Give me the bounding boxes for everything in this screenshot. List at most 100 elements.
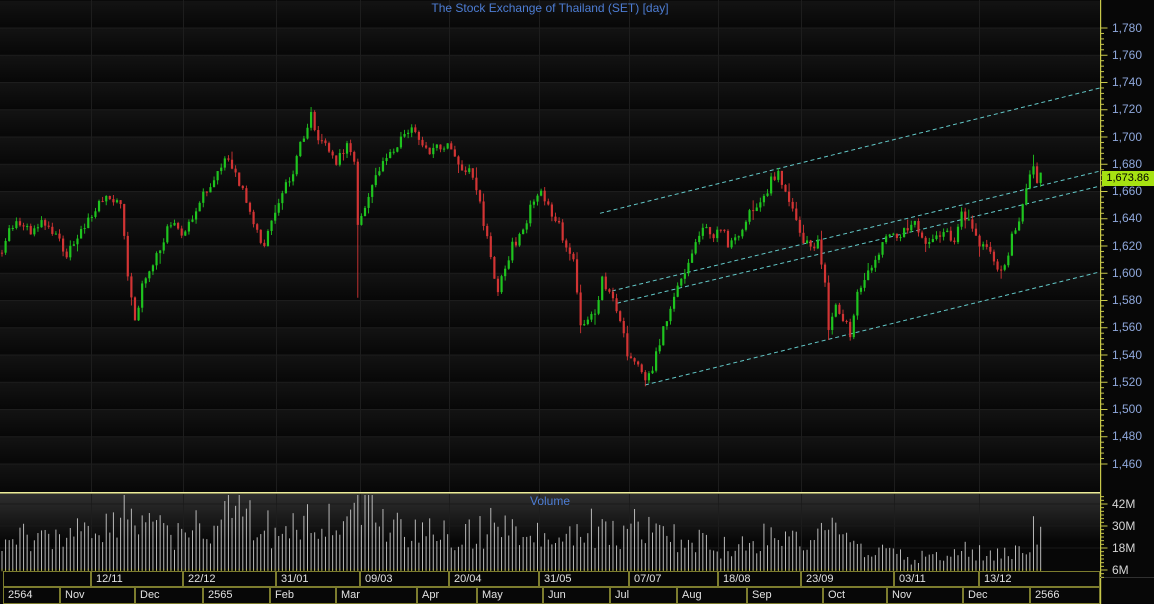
candle-body (238, 172, 241, 186)
candle-body (69, 245, 72, 258)
price-band (0, 355, 1100, 383)
candle-body (500, 276, 503, 293)
candle-body (554, 216, 557, 221)
candle-body (762, 195, 766, 203)
pane-separator[interactable] (0, 492, 1100, 494)
candle-body (335, 155, 338, 165)
candle-body (493, 257, 496, 279)
candle-body (227, 158, 230, 160)
candle-body (1003, 265, 1006, 270)
trendline[interactable] (644, 271, 1101, 386)
candle-body (766, 193, 769, 196)
candle-body (428, 147, 431, 155)
month-axis-cell: Mar (336, 587, 417, 604)
candle-body (586, 319, 589, 325)
price-axis-label: 1,480 (1112, 429, 1143, 444)
candle-body (8, 228, 11, 241)
candle-body (694, 242, 697, 254)
candle-body (536, 195, 539, 202)
candle-body (543, 190, 546, 202)
candle-body (669, 308, 672, 322)
candle-body (148, 271, 151, 279)
price-band (0, 164, 1100, 192)
candle-body (79, 229, 83, 239)
candle-body (76, 238, 79, 245)
month-axis-cell: Dec (135, 587, 203, 604)
candle-body (51, 226, 54, 234)
price-axis-label: 1,460 (1112, 456, 1143, 471)
candle-body (90, 216, 93, 218)
candle-body (144, 278, 147, 284)
candle-body (953, 240, 956, 243)
candle-body (935, 235, 938, 240)
trendline[interactable] (616, 185, 1101, 304)
candle-body (823, 264, 827, 283)
candle-body (572, 253, 575, 260)
date-axis-cell: 13/12 (979, 571, 1100, 587)
candle-body (712, 234, 715, 239)
candle-body (690, 253, 694, 263)
candle-body (971, 219, 974, 229)
candle-body (683, 273, 686, 279)
price-band (0, 409, 1100, 437)
month-axis-cell: Feb (270, 587, 336, 604)
candle-body (561, 222, 564, 241)
candle-body (194, 211, 198, 220)
candle-body (845, 321, 848, 323)
candle-body (982, 244, 985, 247)
volume-pane-label: Volume (529, 494, 571, 508)
candle-body (604, 276, 607, 290)
price-axis-label: 1,540 (1112, 347, 1143, 362)
candle-body (1039, 172, 1042, 183)
candle-body (4, 240, 7, 253)
candle-body (288, 181, 291, 183)
candle-body (44, 220, 47, 226)
candle-body (892, 233, 895, 235)
trendline[interactable] (599, 87, 1101, 214)
month-axis-cell: Sep (747, 587, 823, 604)
candle-body (593, 313, 597, 315)
date-axis-cell: 18/08 (718, 571, 801, 587)
candle-body (568, 247, 571, 254)
candle-body (464, 170, 467, 173)
candle-body (26, 225, 29, 227)
candle-body (65, 251, 68, 258)
price-band (0, 28, 1100, 56)
candle-body (716, 229, 719, 239)
candle-body (863, 280, 866, 288)
candle-body (220, 167, 223, 172)
month-axis-cell: May (477, 587, 543, 604)
candle-body (888, 234, 891, 237)
candle-body (629, 356, 633, 359)
candle-body (1007, 255, 1010, 266)
candle-body (928, 242, 931, 244)
candle-body (115, 200, 119, 203)
candle-body (744, 221, 748, 230)
candle-body (708, 227, 712, 235)
candle-body (381, 161, 385, 172)
candle-body (83, 228, 86, 230)
candle-body (590, 314, 593, 320)
candle-body (705, 227, 708, 229)
price-band (0, 436, 1100, 464)
candle-body (910, 224, 913, 231)
candle-body (234, 168, 237, 173)
candle-body (870, 267, 873, 271)
candle-body (1018, 221, 1021, 231)
candle-body (787, 191, 791, 202)
date-axis-cell: 31/05 (539, 571, 629, 587)
candle-body (672, 296, 676, 309)
candle-body (284, 182, 288, 194)
candle-body (881, 242, 884, 255)
price-band (0, 218, 1100, 246)
candle-body (737, 236, 740, 238)
price-axis-label: 1,600 (1112, 265, 1143, 280)
candle-body (15, 221, 18, 228)
candle-body (263, 242, 266, 246)
price-axis-label: 1,760 (1112, 47, 1143, 62)
candle-body (453, 149, 456, 157)
candle-body (399, 136, 403, 148)
candle-body (507, 260, 510, 269)
candle-body (525, 223, 528, 230)
